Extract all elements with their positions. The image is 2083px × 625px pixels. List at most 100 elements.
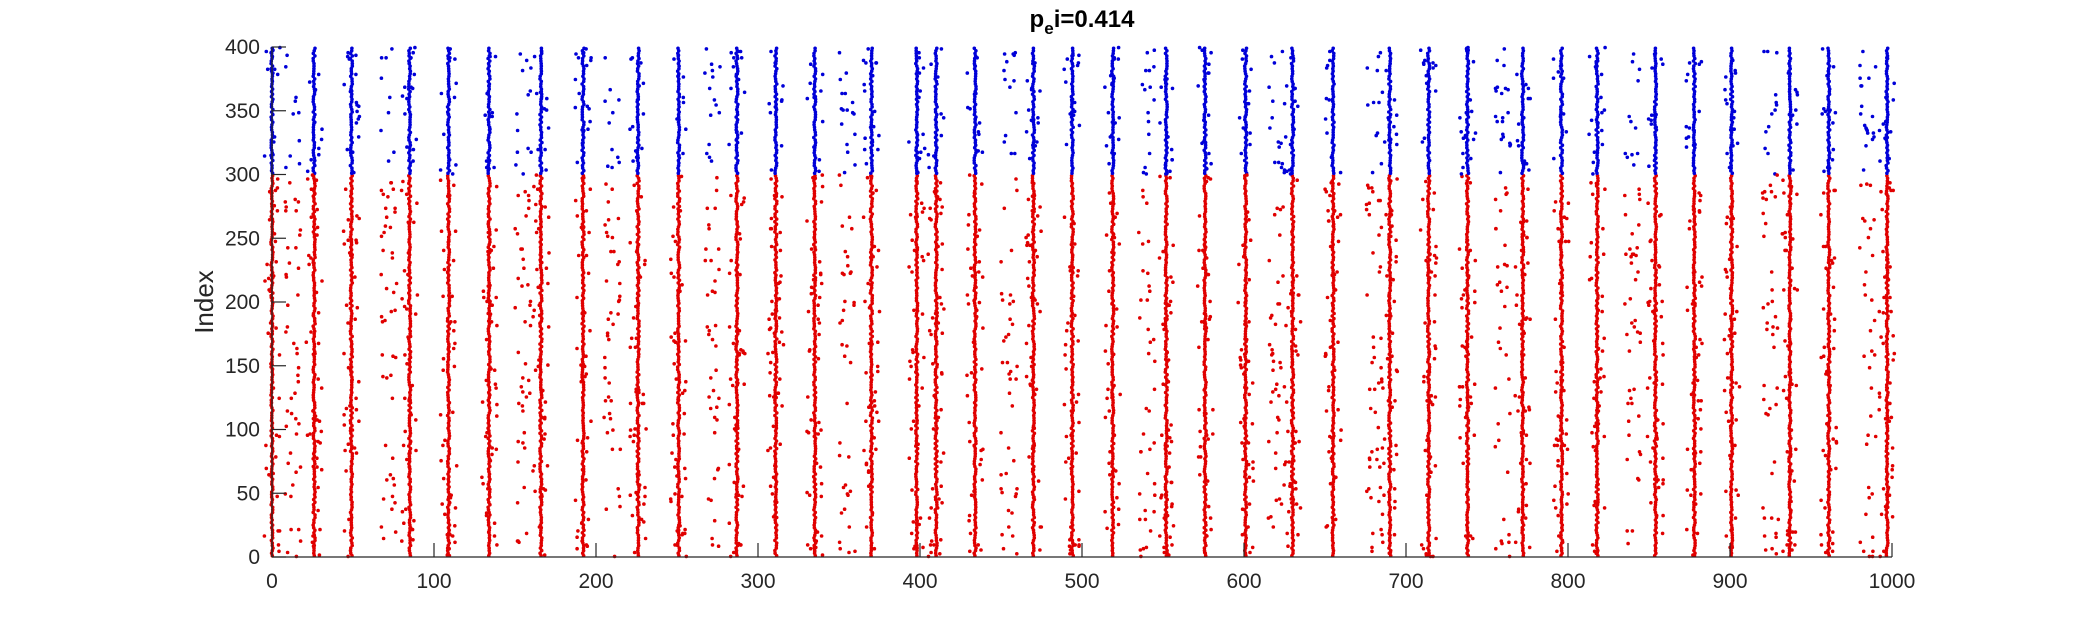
spike-dot [446, 61, 450, 66]
spike-dot [311, 135, 316, 140]
spike-dot [349, 467, 354, 471]
spike-dot [487, 46, 491, 51]
spike-dot [311, 434, 316, 438]
spike-dot [1031, 46, 1036, 51]
spike-dot [447, 298, 452, 303]
spike-dot [408, 72, 413, 76]
spike-dot [487, 474, 492, 479]
spike-dot [407, 225, 412, 229]
spike-dot [311, 128, 316, 132]
spike-dot [311, 168, 316, 173]
spike-dot [348, 163, 353, 168]
spike-dot [408, 117, 412, 122]
spike-dot [407, 82, 411, 86]
spike-dot [312, 235, 317, 239]
spike-dot [487, 548, 492, 553]
spike-dot [312, 283, 317, 288]
spike-dot [447, 434, 452, 438]
spike-dot [408, 469, 412, 474]
spike-dot [312, 485, 316, 489]
spike-dot [349, 469, 354, 474]
spike-dot [349, 128, 354, 132]
spike-dot [313, 240, 317, 244]
spike-dot [350, 505, 354, 510]
spike-dot [350, 342, 354, 346]
spike-dot [486, 171, 491, 175]
spike-dot [350, 349, 354, 354]
spike-dot [446, 510, 451, 515]
spike-dot [350, 64, 355, 68]
spike-dot [408, 235, 412, 239]
burst-column [348, 46, 355, 558]
spike-dot [486, 505, 490, 510]
spike-dot [408, 541, 412, 545]
spike-dot [349, 263, 354, 267]
spike-dot [1244, 46, 1249, 51]
spike-dot [408, 123, 412, 127]
spike-dot [349, 525, 354, 530]
spike-dot [446, 444, 451, 448]
spike-dot [312, 92, 317, 96]
spike-dot [349, 199, 354, 204]
spike-dot [311, 204, 316, 209]
spike-dot [313, 46, 317, 51]
spike-dot [488, 240, 492, 244]
spike-dot [311, 153, 316, 158]
spike-dot [349, 117, 354, 122]
spike-dot [407, 296, 412, 301]
spike-dot [408, 388, 413, 392]
spike-dot [349, 408, 353, 413]
spike-dot [447, 72, 451, 76]
spike-dot [1290, 46, 1294, 51]
spike-dot [972, 46, 977, 51]
spike-dot [408, 332, 412, 336]
spike-dot [447, 255, 451, 260]
spike-dot [446, 138, 451, 142]
spike-dot [348, 357, 353, 362]
spike-dot [312, 319, 317, 323]
spike-dot [350, 454, 355, 459]
spike-dot [408, 120, 412, 124]
spike-dot [487, 388, 492, 392]
spike-dot [1070, 46, 1075, 51]
spike-dot [349, 69, 354, 73]
spike-dot [348, 418, 353, 423]
spike-dot [408, 316, 412, 321]
spike-dot [312, 265, 316, 270]
spike-dot [408, 480, 413, 484]
spike-dot [311, 393, 316, 397]
spike-dot [348, 337, 353, 341]
spike-dot [312, 469, 317, 474]
spike-dot [408, 46, 413, 51]
spike-dot [408, 515, 413, 520]
spike-dot [636, 46, 641, 51]
spike-dot [311, 258, 316, 262]
spike-dot [312, 520, 316, 525]
spike-dot [349, 520, 354, 525]
spike-dot [446, 337, 450, 341]
spike-dot [407, 459, 412, 464]
spike-dot [408, 194, 413, 198]
spike-dot [1163, 46, 1168, 51]
spike-dot [311, 398, 316, 403]
spike-dot [312, 548, 316, 553]
spike-dot [312, 107, 317, 112]
spike-dot [408, 276, 413, 280]
spike-dot [487, 490, 492, 494]
spike-dot [446, 367, 450, 372]
spike-dot [312, 385, 316, 390]
spike-dot [486, 214, 491, 219]
spike-dot [408, 245, 412, 249]
spike-dot [488, 357, 492, 362]
spike-dot [446, 357, 451, 362]
spike-dot [914, 46, 918, 51]
spike-dot [446, 515, 450, 520]
spike-dot [311, 464, 316, 469]
spike-dot [350, 46, 354, 51]
spike-dot [935, 46, 939, 51]
burst-column [406, 46, 413, 558]
spike-dot [408, 321, 413, 326]
spike-dot [311, 324, 316, 329]
spike-dot [313, 538, 317, 543]
burst-column [311, 46, 317, 558]
